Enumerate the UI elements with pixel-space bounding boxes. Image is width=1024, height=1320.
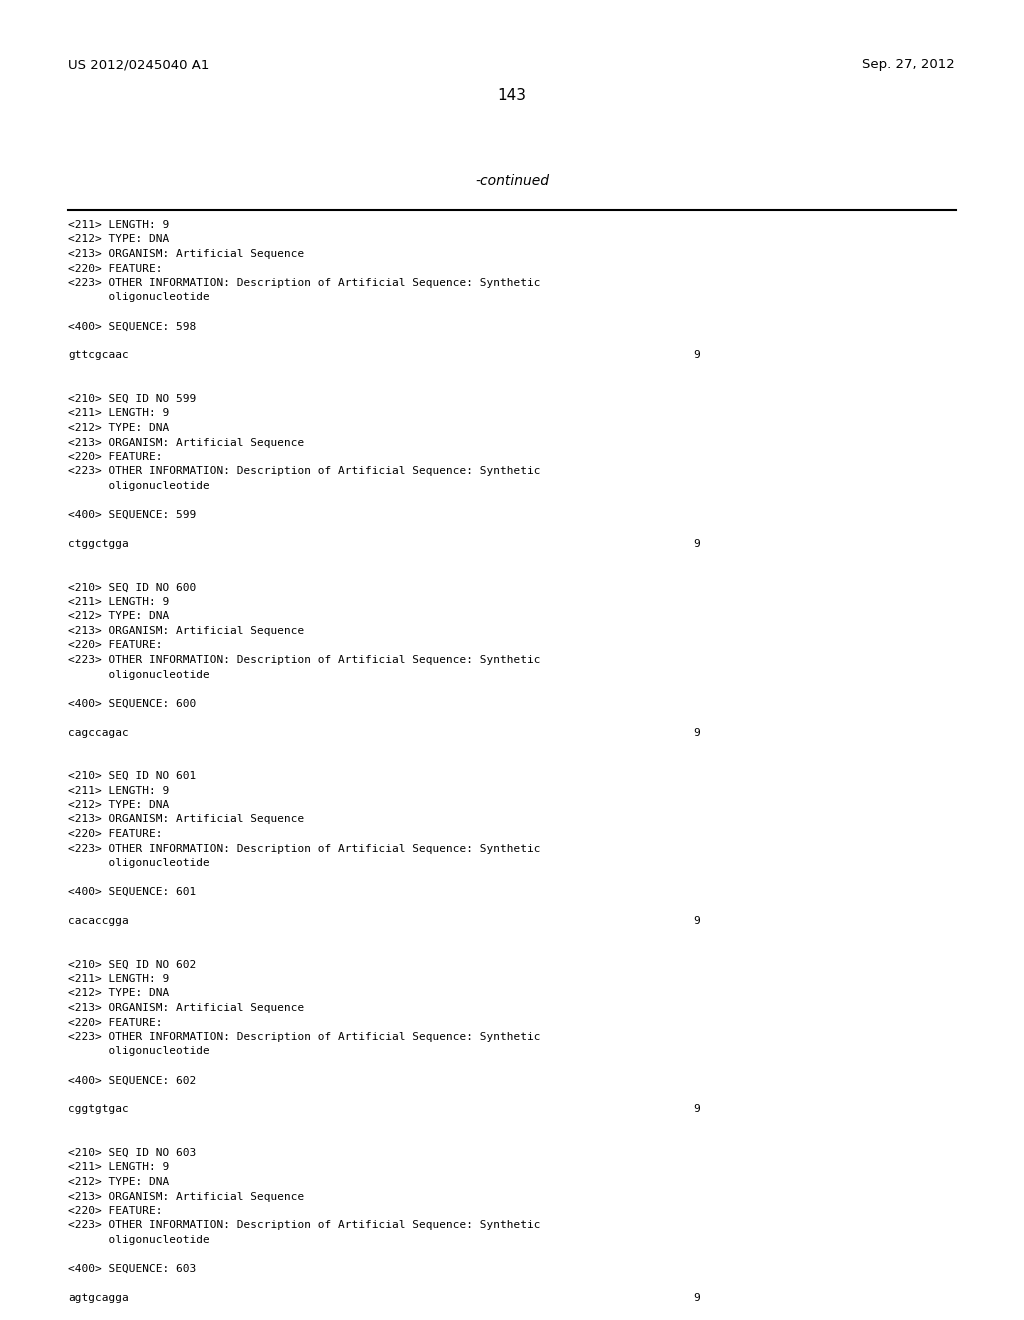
- Text: oligonucleotide: oligonucleotide: [68, 480, 210, 491]
- Text: <212> TYPE: DNA: <212> TYPE: DNA: [68, 235, 169, 244]
- Text: US 2012/0245040 A1: US 2012/0245040 A1: [68, 58, 209, 71]
- Text: <220> FEATURE:: <220> FEATURE:: [68, 451, 163, 462]
- Text: -continued: -continued: [475, 174, 549, 187]
- Text: 9: 9: [693, 1294, 700, 1303]
- Text: <212> TYPE: DNA: <212> TYPE: DNA: [68, 989, 169, 998]
- Text: <400> SEQUENCE: 598: <400> SEQUENCE: 598: [68, 322, 197, 331]
- Text: <400> SEQUENCE: 602: <400> SEQUENCE: 602: [68, 1076, 197, 1085]
- Text: <210> SEQ ID NO 599: <210> SEQ ID NO 599: [68, 393, 197, 404]
- Text: <220> FEATURE:: <220> FEATURE:: [68, 1206, 163, 1216]
- Text: 9: 9: [693, 727, 700, 738]
- Text: <220> FEATURE:: <220> FEATURE:: [68, 640, 163, 651]
- Text: <213> ORGANISM: Artificial Sequence: <213> ORGANISM: Artificial Sequence: [68, 1192, 304, 1201]
- Text: <213> ORGANISM: Artificial Sequence: <213> ORGANISM: Artificial Sequence: [68, 1003, 304, 1012]
- Text: cggtgtgac: cggtgtgac: [68, 1105, 129, 1114]
- Text: <210> SEQ ID NO 600: <210> SEQ ID NO 600: [68, 582, 197, 593]
- Text: <213> ORGANISM: Artificial Sequence: <213> ORGANISM: Artificial Sequence: [68, 814, 304, 825]
- Text: <223> OTHER INFORMATION: Description of Artificial Sequence: Synthetic: <223> OTHER INFORMATION: Description of …: [68, 279, 541, 288]
- Text: <223> OTHER INFORMATION: Description of Artificial Sequence: Synthetic: <223> OTHER INFORMATION: Description of …: [68, 655, 541, 665]
- Text: <210> SEQ ID NO 602: <210> SEQ ID NO 602: [68, 960, 197, 969]
- Text: <211> LENGTH: 9: <211> LENGTH: 9: [68, 408, 169, 418]
- Text: 143: 143: [498, 88, 526, 103]
- Text: <220> FEATURE:: <220> FEATURE:: [68, 829, 163, 840]
- Text: <211> LENGTH: 9: <211> LENGTH: 9: [68, 597, 169, 607]
- Text: <210> SEQ ID NO 603: <210> SEQ ID NO 603: [68, 1148, 197, 1158]
- Text: oligonucleotide: oligonucleotide: [68, 293, 210, 302]
- Text: <223> OTHER INFORMATION: Description of Artificial Sequence: Synthetic: <223> OTHER INFORMATION: Description of …: [68, 843, 541, 854]
- Text: oligonucleotide: oligonucleotide: [68, 669, 210, 680]
- Text: <213> ORGANISM: Artificial Sequence: <213> ORGANISM: Artificial Sequence: [68, 437, 304, 447]
- Text: Sep. 27, 2012: Sep. 27, 2012: [862, 58, 955, 71]
- Text: <211> LENGTH: 9: <211> LENGTH: 9: [68, 974, 169, 983]
- Text: ctggctgga: ctggctgga: [68, 539, 129, 549]
- Text: gttcgcaac: gttcgcaac: [68, 351, 129, 360]
- Text: <220> FEATURE:: <220> FEATURE:: [68, 1018, 163, 1027]
- Text: oligonucleotide: oligonucleotide: [68, 1236, 210, 1245]
- Text: 9: 9: [693, 351, 700, 360]
- Text: <210> SEQ ID NO 601: <210> SEQ ID NO 601: [68, 771, 197, 781]
- Text: <223> OTHER INFORMATION: Description of Artificial Sequence: Synthetic: <223> OTHER INFORMATION: Description of …: [68, 466, 541, 477]
- Text: <212> TYPE: DNA: <212> TYPE: DNA: [68, 422, 169, 433]
- Text: cagccagac: cagccagac: [68, 727, 129, 738]
- Text: <212> TYPE: DNA: <212> TYPE: DNA: [68, 1177, 169, 1187]
- Text: cacaccgga: cacaccgga: [68, 916, 129, 927]
- Text: agtgcagga: agtgcagga: [68, 1294, 129, 1303]
- Text: <212> TYPE: DNA: <212> TYPE: DNA: [68, 611, 169, 622]
- Text: 9: 9: [693, 539, 700, 549]
- Text: 9: 9: [693, 916, 700, 927]
- Text: <212> TYPE: DNA: <212> TYPE: DNA: [68, 800, 169, 810]
- Text: <400> SEQUENCE: 603: <400> SEQUENCE: 603: [68, 1265, 197, 1274]
- Text: <213> ORGANISM: Artificial Sequence: <213> ORGANISM: Artificial Sequence: [68, 249, 304, 259]
- Text: <223> OTHER INFORMATION: Description of Artificial Sequence: Synthetic: <223> OTHER INFORMATION: Description of …: [68, 1221, 541, 1230]
- Text: <211> LENGTH: 9: <211> LENGTH: 9: [68, 220, 169, 230]
- Text: <400> SEQUENCE: 599: <400> SEQUENCE: 599: [68, 510, 197, 520]
- Text: <220> FEATURE:: <220> FEATURE:: [68, 264, 163, 273]
- Text: oligonucleotide: oligonucleotide: [68, 858, 210, 869]
- Text: <211> LENGTH: 9: <211> LENGTH: 9: [68, 1163, 169, 1172]
- Text: 9: 9: [693, 1105, 700, 1114]
- Text: <223> OTHER INFORMATION: Description of Artificial Sequence: Synthetic: <223> OTHER INFORMATION: Description of …: [68, 1032, 541, 1041]
- Text: <400> SEQUENCE: 600: <400> SEQUENCE: 600: [68, 698, 197, 709]
- Text: oligonucleotide: oligonucleotide: [68, 1047, 210, 1056]
- Text: <400> SEQUENCE: 601: <400> SEQUENCE: 601: [68, 887, 197, 898]
- Text: <213> ORGANISM: Artificial Sequence: <213> ORGANISM: Artificial Sequence: [68, 626, 304, 636]
- Text: <211> LENGTH: 9: <211> LENGTH: 9: [68, 785, 169, 796]
